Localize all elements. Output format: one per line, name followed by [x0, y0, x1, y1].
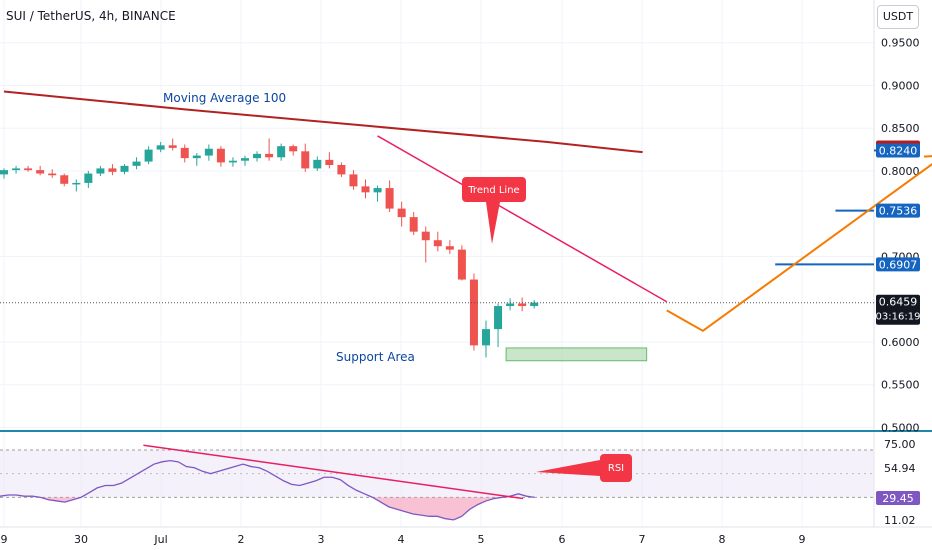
candle-up: [144, 149, 153, 162]
rsi-oversold-fill: [0, 497, 535, 520]
trend-line-label: Trend Line: [467, 185, 519, 196]
price-badge-label: 0.6459: [879, 296, 918, 309]
candle-down: [265, 153, 274, 158]
price-tick-label: 0.5000: [881, 421, 920, 434]
price-badge: [876, 143, 920, 158]
candle-down: [108, 168, 117, 172]
candle-down: [289, 146, 298, 152]
candle-up: [72, 182, 81, 185]
candle-up: [120, 165, 129, 172]
price-badge: [876, 294, 920, 325]
candle-up: [530, 302, 539, 307]
price-tick-label: 0.9500: [881, 37, 920, 50]
candle-up: [204, 148, 213, 156]
candle-up: [506, 303, 515, 307]
currency-button[interactable]: USDT: [877, 5, 919, 29]
price-badge: [876, 203, 920, 218]
time-tick-label: 9: [799, 533, 806, 546]
rsi-value-label: 29.45: [882, 492, 914, 505]
candle-down: [397, 208, 406, 218]
countdown-label: 03:16:19: [876, 312, 921, 323]
price-tick-label: 0.9000: [881, 79, 920, 92]
candle-down: [24, 168, 33, 171]
price-tick-label: 0.6000: [881, 336, 920, 349]
candle-down: [421, 231, 430, 241]
candle-down: [409, 217, 418, 232]
time-tick-label: Jul: [153, 533, 167, 546]
candle-down: [349, 174, 358, 187]
candle-up: [313, 159, 322, 169]
candle-down: [301, 151, 310, 169]
candle-down: [445, 246, 454, 250]
trend-line-callout: [462, 177, 526, 244]
rsi-trend-line: [143, 444, 524, 500]
rsi-tick-label: 11.02: [884, 514, 916, 527]
support-area-label: Support Area: [336, 350, 415, 364]
candle-down: [48, 173, 57, 176]
time-tick-label: 6: [559, 533, 566, 546]
symbol-title: SUI / TetherUS, 4h, BINANCE: [6, 9, 176, 23]
candle-down: [216, 148, 225, 163]
candle-down: [457, 249, 466, 280]
rsi-line: [0, 459, 535, 521]
price-badge-label: 0.7536: [879, 205, 918, 218]
candle-up: [253, 153, 262, 159]
candle-down: [168, 145, 177, 148]
candle-down: [36, 170, 45, 174]
time-tick-label: 7: [639, 533, 646, 546]
price-badge-label: 0.6907: [879, 258, 918, 271]
candle-up: [84, 173, 93, 183]
candle-down: [325, 159, 334, 165]
support-area-box: [505, 347, 648, 362]
candle-up: [494, 306, 503, 330]
projection-path: [666, 163, 932, 333]
candle-up: [373, 188, 382, 193]
candle-up: [0, 170, 8, 175]
moving-average-label: Moving Average 100: [163, 91, 286, 105]
candle-down: [180, 147, 189, 159]
price-tick-label: 0.8000: [881, 165, 920, 178]
candle-down: [361, 186, 370, 193]
rsi-tick-label: 54.94: [884, 462, 916, 475]
rsi-value-badge: [876, 491, 920, 506]
candle-up: [192, 155, 201, 159]
candle-up: [241, 158, 249, 161]
time-tick-label: 9: [1, 533, 8, 546]
candle-down: [337, 164, 346, 175]
candle-up: [12, 168, 21, 171]
trend-line: [377, 135, 668, 303]
candle-down: [385, 188, 394, 209]
candle-up: [482, 329, 490, 346]
candle-up: [96, 168, 105, 174]
time-tick-label: 3: [318, 533, 325, 546]
candle-up: [228, 160, 237, 163]
time-tick-label: 8: [719, 533, 726, 546]
candle-up: [156, 145, 165, 150]
price-tick-label: 0.5500: [881, 379, 920, 392]
candle-down: [433, 240, 442, 247]
candle-up: [132, 161, 141, 166]
time-tick-label: 2: [238, 533, 245, 546]
projection-arrowhead: [923, 155, 932, 158]
price-badge-label: 0.8240: [879, 144, 918, 157]
candle-up: [277, 146, 286, 158]
price-badge: [876, 257, 920, 272]
candle-down: [469, 279, 478, 346]
rsi-callout: [536, 454, 632, 482]
rsi-tick-label: 75.00: [884, 438, 916, 451]
price-tick-label: 0.8500: [881, 122, 920, 135]
time-tick-label: 5: [478, 533, 485, 546]
time-tick-label: 4: [398, 533, 405, 546]
candle-down: [60, 175, 69, 184]
rsi-band: [0, 449, 874, 498]
moving-average-line: [3, 90, 643, 154]
time-tick-label: 30: [74, 533, 88, 546]
rsi-callout-label: RSI: [608, 463, 624, 474]
candle-down: [518, 303, 527, 307]
